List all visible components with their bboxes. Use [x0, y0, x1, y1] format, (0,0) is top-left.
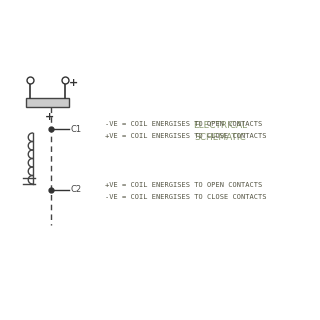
Text: +VE = COIL ENERGISES TO OPEN CONTACTS: +VE = COIL ENERGISES TO OPEN CONTACTS — [105, 182, 262, 188]
Text: C1: C1 — [70, 124, 82, 133]
Text: -VE = COIL ENERGISES TO OPEN CONTACTS: -VE = COIL ENERGISES TO OPEN CONTACTS — [105, 121, 262, 127]
Text: +: + — [45, 112, 54, 122]
Text: ELECTRICAL: ELECTRICAL — [193, 121, 247, 130]
Text: -VE = COIL ENERGISES TO CLOSE CONTACTS: -VE = COIL ENERGISES TO CLOSE CONTACTS — [105, 194, 267, 200]
Text: Connection Diagram: Connection Diagram — [73, 12, 247, 28]
Text: +VE = COIL ENERGISES TO CLOSE CONTACTS: +VE = COIL ENERGISES TO CLOSE CONTACTS — [105, 133, 267, 139]
Bar — [26, 98, 69, 107]
Text: +: + — [69, 78, 78, 88]
Text: C2: C2 — [70, 186, 82, 195]
Text: SCHEMATIC: SCHEMATIC — [194, 133, 246, 142]
